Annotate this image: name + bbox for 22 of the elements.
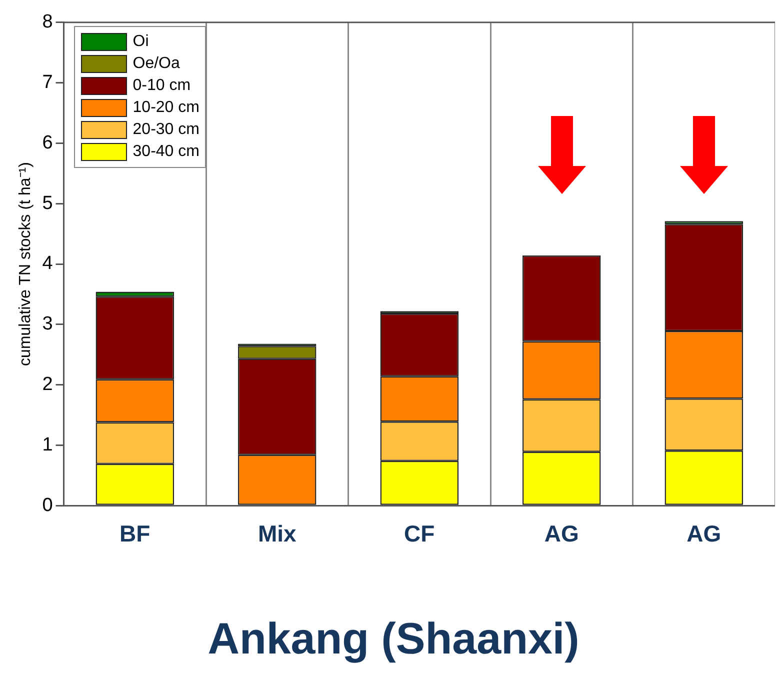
y-tick-label: 8 (42, 12, 53, 33)
y-tick-label: 6 (42, 132, 53, 154)
x-tick-label: Mix (258, 520, 297, 547)
legend-label: 0-10 cm (132, 77, 191, 96)
legend-label: 30-40 cm (132, 143, 200, 162)
text: Ankang (Shaanxi) (208, 614, 580, 664)
y-tick-label: 5 (42, 192, 53, 214)
y-tick-label: 4 (42, 253, 54, 274)
x-tick-label: AG (544, 520, 579, 547)
y-tick-label: 2 (42, 374, 53, 396)
y-tick-label: 0 (42, 494, 53, 516)
y-tick-label: 1 (42, 434, 53, 456)
y-tick-label: 7 (42, 72, 53, 94)
legend-label: 10-20 cm (132, 99, 200, 118)
x-tick-label: AG (686, 520, 722, 547)
y-tick-label: 3 (42, 314, 53, 335)
x-tick-label: BF (120, 520, 150, 547)
y-axis-title: cumulative TN stocks (t ha⁻¹) (17, 162, 34, 366)
x-tick-label: CF (404, 520, 435, 547)
legend-label: Oe/Oa (132, 55, 180, 74)
legend-label: Oi (132, 33, 149, 52)
legend-label: 20-30 cm (132, 121, 200, 140)
